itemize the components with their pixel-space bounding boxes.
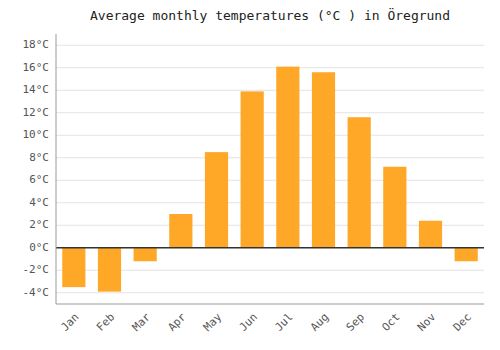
y-tick-label: 16°C bbox=[23, 61, 50, 74]
y-tick-label: 0°C bbox=[29, 241, 49, 254]
bar bbox=[312, 72, 335, 248]
grid-line bbox=[56, 180, 484, 181]
y-tick-label: 6°C bbox=[29, 173, 49, 186]
y-tick-label: 8°C bbox=[29, 151, 49, 164]
chart-svg: Average monthly temperatures (°C ) in Ör… bbox=[0, 0, 500, 350]
bar bbox=[134, 248, 157, 262]
y-tick-label: -4°C bbox=[23, 286, 50, 299]
x-tick-label: Nov bbox=[415, 310, 439, 334]
x-tick-label: Feb bbox=[94, 311, 117, 334]
grid-line bbox=[56, 247, 484, 248]
zero-line bbox=[56, 247, 484, 249]
grid-line bbox=[56, 292, 484, 293]
y-tick-label: 2°C bbox=[29, 218, 49, 231]
bar bbox=[348, 117, 371, 248]
x-tick-label: Apr bbox=[165, 310, 189, 334]
x-tick-labels: Jan Feb Mar Apr May Jun Jul Aug Sep Oct Nov Dec bbox=[58, 310, 474, 334]
chart-container: Average monthly temperatures (°C ) in Ör… bbox=[0, 0, 500, 350]
bar bbox=[62, 248, 85, 287]
y-axis-line bbox=[56, 34, 57, 304]
x-tick-label: Mar bbox=[130, 310, 154, 334]
bar bbox=[383, 167, 406, 248]
x-tick-label: Jun bbox=[237, 311, 260, 334]
grid-line bbox=[56, 90, 484, 91]
bar bbox=[276, 67, 299, 248]
grid-line bbox=[56, 45, 484, 46]
y-tick-label: 10°C bbox=[23, 128, 50, 141]
x-tick-label: May bbox=[201, 310, 225, 334]
y-tick-label: -2°C bbox=[23, 263, 50, 276]
grid-line bbox=[56, 135, 484, 136]
x-tick-label: Jan bbox=[58, 311, 81, 334]
x-tick-label: Oct bbox=[379, 311, 402, 334]
x-tick-label: Dec bbox=[451, 311, 474, 334]
title: Average monthly temperatures (°C ) in Ör… bbox=[90, 7, 450, 23]
bar bbox=[98, 248, 121, 292]
bars bbox=[62, 67, 478, 292]
y-tick-label: 14°C bbox=[23, 83, 50, 96]
bar bbox=[169, 214, 192, 248]
x-tick-label: Jul bbox=[272, 311, 295, 334]
x-tick-label: Aug bbox=[308, 311, 331, 334]
grid-line bbox=[56, 112, 484, 113]
bar bbox=[419, 221, 442, 248]
y-tick-labels: -4°C -2°C 0°C 2°C 4°C 6°C 8°C 10°C 12°C 14°C 16°C 1… bbox=[23, 38, 50, 299]
x-tick-label: Sep bbox=[344, 311, 367, 334]
grid-line bbox=[56, 202, 484, 203]
y-tick-label: 18°C bbox=[23, 38, 50, 51]
x-axis-line bbox=[56, 304, 484, 305]
y-tick-label: 12°C bbox=[23, 106, 50, 119]
grid-line bbox=[56, 157, 484, 158]
bar bbox=[205, 152, 228, 248]
bar bbox=[241, 91, 264, 247]
bar bbox=[455, 248, 478, 262]
grid-line bbox=[56, 67, 484, 68]
y-tick-label: 4°C bbox=[29, 196, 49, 209]
grid bbox=[56, 45, 484, 293]
